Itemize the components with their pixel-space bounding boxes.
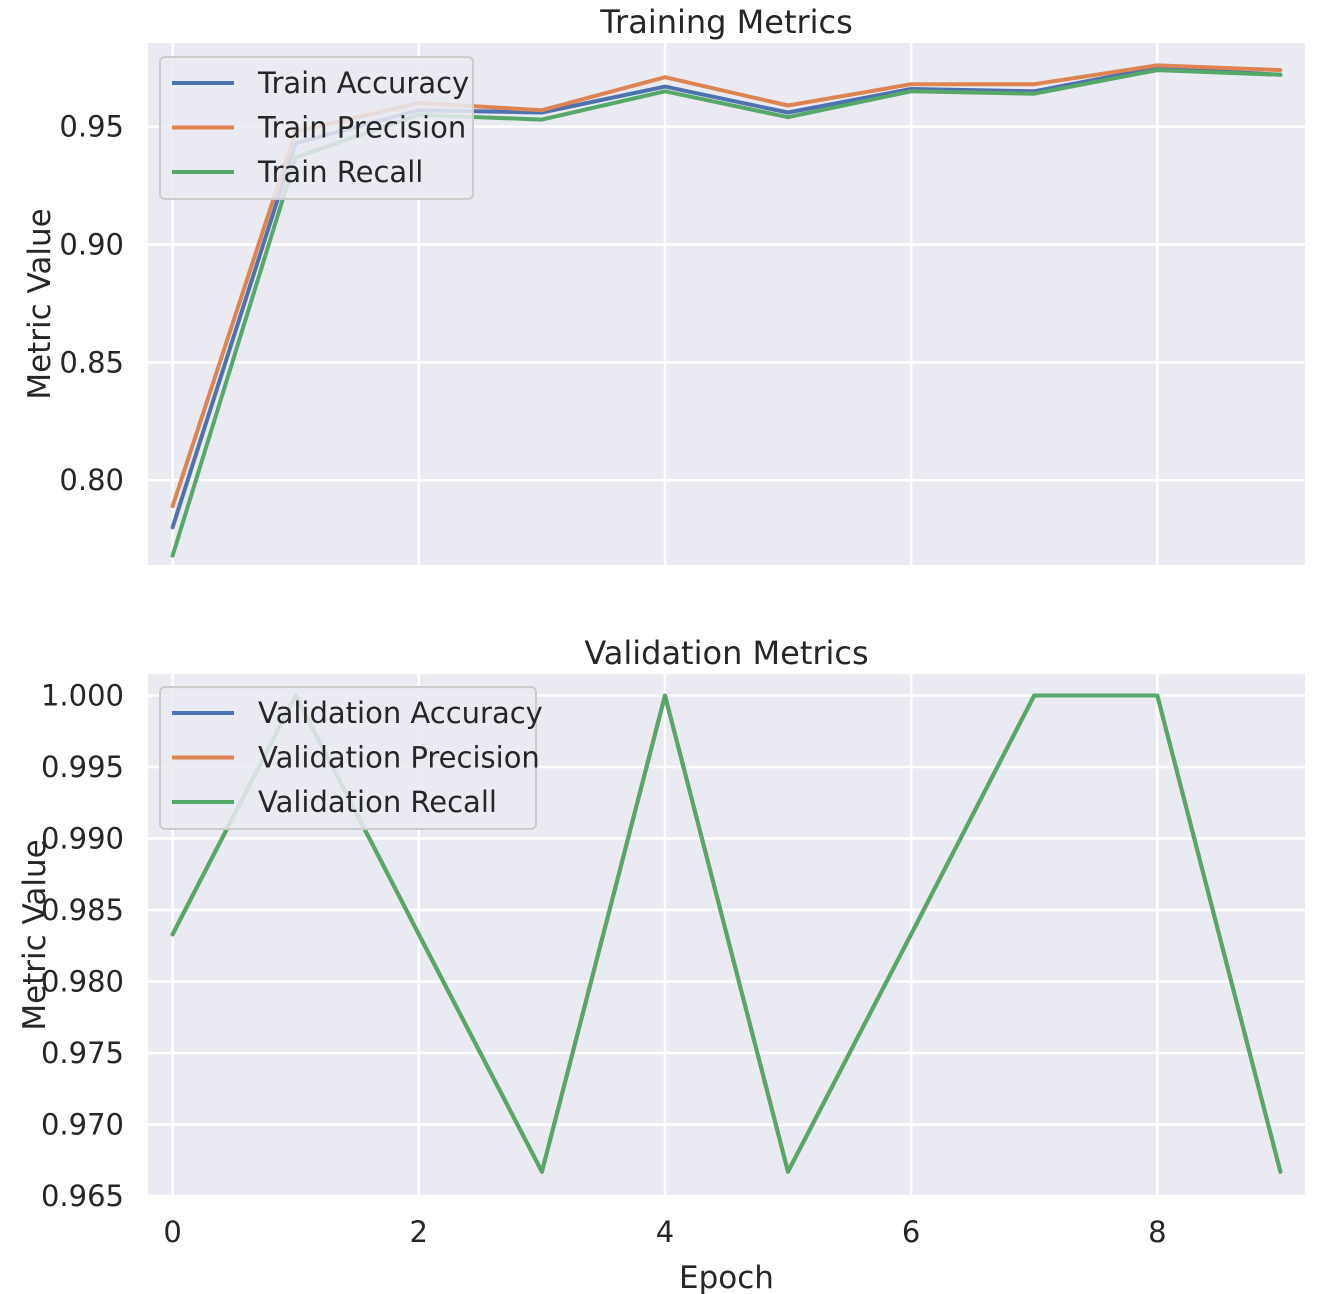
y-tick-label: 0.985 bbox=[41, 893, 124, 927]
x-tick-label: 0 bbox=[163, 1215, 181, 1249]
chart-title: Training Metrics bbox=[599, 3, 853, 41]
y-tick-label: 0.95 bbox=[59, 110, 124, 144]
y-tick-label: 0.970 bbox=[41, 1107, 124, 1141]
legend-entry: Validation Precision bbox=[258, 741, 540, 775]
y-tick-label: 0.990 bbox=[41, 821, 124, 855]
y-tick-label: 0.965 bbox=[41, 1179, 124, 1213]
y-tick-label: 0.995 bbox=[41, 750, 124, 784]
x-tick-label: 2 bbox=[410, 1215, 428, 1249]
legend-entry: Train Recall bbox=[257, 155, 423, 189]
legend-entry: Train Accuracy bbox=[257, 66, 469, 100]
y-tick-label: 0.980 bbox=[41, 964, 124, 998]
subplot-validation: 0.965 0.970 0.975 0.980 0.985 0.990 0.995 1.000… bbox=[17, 634, 1305, 1294]
x-axis-label: Epoch bbox=[679, 1260, 774, 1294]
y-axis-label: Metric Value bbox=[22, 208, 58, 399]
y-tick-label: 0.85 bbox=[59, 345, 124, 379]
legend-entry: Validation Recall bbox=[258, 785, 497, 819]
chart-title: Validation Metrics bbox=[584, 634, 868, 672]
legend-box bbox=[159, 56, 474, 200]
legend: Validation Accuracy Validation Precision V… bbox=[159, 686, 543, 830]
x-tick-label: 8 bbox=[1148, 1215, 1166, 1249]
x-tick-label: 4 bbox=[656, 1215, 674, 1249]
y-tick-label: 1.000 bbox=[41, 678, 124, 712]
legend-entry: Train Precision bbox=[257, 111, 466, 145]
legend: Train Accuracy Train Precision Train Recal… bbox=[159, 56, 474, 200]
legend-box bbox=[159, 686, 537, 830]
x-tick-label: 6 bbox=[902, 1215, 920, 1249]
legend-entry: Validation Accuracy bbox=[258, 696, 543, 730]
y-tick-label: 0.975 bbox=[41, 1036, 124, 1070]
subplot-training: 0.80 0.85 0.90 0.95 Training Metrics Metric V… bbox=[22, 3, 1305, 565]
y-tick-label: 0.90 bbox=[59, 227, 124, 261]
y-tick-label: 0.80 bbox=[59, 463, 124, 497]
y-axis-label: Metric Value bbox=[17, 839, 53, 1030]
